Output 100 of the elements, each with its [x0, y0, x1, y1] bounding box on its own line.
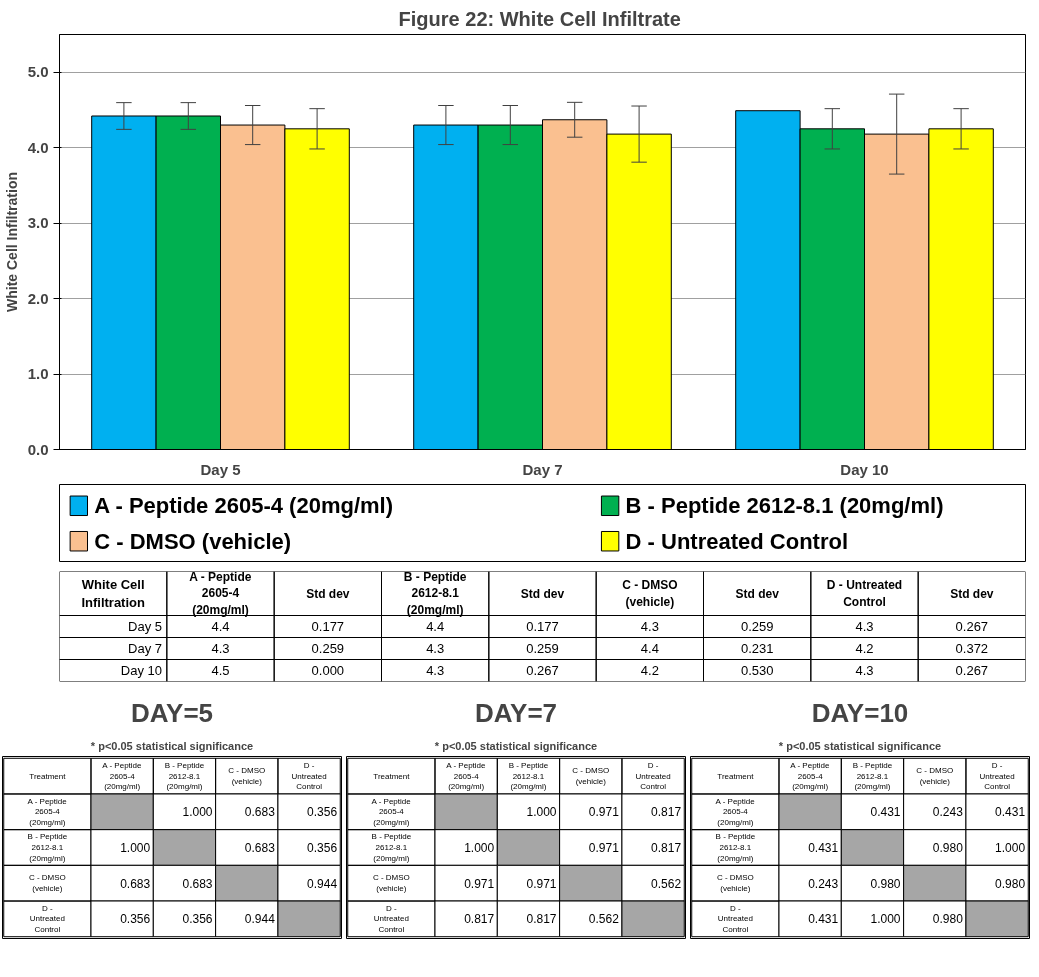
y-tick-label: 0.0: [27, 440, 49, 458]
data-label: 0.683: [244, 841, 276, 855]
chart-subtitle: * p<0.05 statistical significance: [434, 739, 598, 752]
data-label: 1.000: [995, 841, 1026, 855]
data-label: 0.431: [808, 912, 839, 927]
x-tick-label: C - DMSO (vehicle): [572, 766, 610, 787]
x-tick-label: A - Peptide 2605-4 (20mg/ml): [446, 760, 487, 792]
text: White Cell Infiltration: [81, 577, 145, 610]
y-tick-label: C - DMSO (vehicle): [716, 873, 754, 894]
data-label: 0.683: [182, 876, 213, 891]
chart-subtitle: * p<0.05 statistical significance: [90, 739, 254, 752]
x-tick-label: A - Peptide 2605-4 (20mg/ml): [790, 760, 831, 792]
data-label: 0.356: [307, 841, 338, 855]
y-tick-label: 3.0: [27, 214, 49, 232]
x-tick-label: B - Peptide 2612-8.1 (20mg/ml): [508, 760, 549, 792]
data-label: 1.000: [870, 912, 901, 927]
data-label: 0.980: [932, 841, 964, 855]
data-label: 0.356: [307, 805, 338, 820]
data-label: 1.000: [182, 805, 213, 820]
x-tick-label: C - DMSO (vehicle): [228, 766, 266, 787]
y-tick-label: A - Peptide 2605-4 (20mg/ml): [371, 796, 412, 828]
y-tick-label: C - DMSO (vehicle): [28, 873, 66, 894]
data-label: 0.817: [651, 841, 682, 855]
text: Treatment: [717, 771, 755, 781]
legend-label: C - DMSO (vehicle): [94, 528, 292, 554]
data-label: 0.267: [955, 663, 989, 678]
data-label: 0.243: [808, 876, 839, 891]
y-tick-label: 1.0: [27, 365, 49, 383]
data-label: 1.000: [120, 841, 151, 855]
data-label: 0.530: [740, 663, 774, 678]
data-label: 0.267: [526, 663, 559, 678]
y-tick-label: D - Untreated Control: [373, 903, 409, 935]
y-tick-label: 5.0: [27, 63, 49, 81]
y-tick-label: Day 7: [128, 641, 163, 656]
legend-label: A - Peptide 2605-4 (20mg/ml): [94, 493, 393, 519]
data-label: 0.817: [464, 912, 495, 927]
y-tick-label: D - Untreated Control: [717, 903, 753, 935]
y-tick-label: 4.0: [27, 138, 49, 156]
data-label: 0.177: [311, 619, 345, 634]
legend-label: B - Peptide 2612-8.1 (20mg/ml): [625, 493, 944, 519]
x-tick-label: C - DMSO (vehicle): [916, 766, 954, 787]
data-label: 4.3: [426, 663, 445, 678]
x-tick-label: D - Untreated Control: [635, 760, 671, 792]
y-tick-label: A - Peptide 2605-4 (20mg/ml): [715, 796, 756, 828]
y-tick-label: Day 10: [120, 663, 163, 678]
data-label: 4.3: [211, 641, 230, 656]
data-label: 0.431: [995, 805, 1026, 820]
data-label: 0.259: [740, 619, 774, 634]
x-tick-label: Std dev: [520, 586, 565, 601]
data-label: 4.3: [426, 641, 445, 656]
data-label: 0.177: [526, 619, 559, 634]
data-label: 0.971: [588, 841, 620, 855]
data-label: 0.372: [955, 641, 989, 656]
data-label: 4.3: [640, 619, 659, 634]
x-tick-label: Day 5: [200, 460, 241, 478]
chart-title: DAY=5: [130, 697, 214, 728]
data-label: 4.3: [855, 663, 874, 678]
x-tick-label: D - Untreated Control: [826, 578, 903, 609]
y-tick-label: Day 5: [128, 619, 163, 634]
data-label: 0.356: [120, 912, 151, 927]
x-tick-label: B - Peptide 2612-8.1 (20mg/ml): [852, 760, 893, 792]
data-label: 0.817: [526, 912, 557, 927]
data-label: 0.562: [588, 912, 620, 927]
y-tick-label: B - Peptide 2612-8.1 (20mg/ml): [371, 832, 412, 863]
x-tick-label: A - Peptide 2605-4 (20mg/ml): [189, 569, 252, 618]
y-tick-label: A - Peptide 2605-4 (20mg/ml): [27, 796, 68, 828]
data-label: 0.980: [995, 876, 1026, 891]
data-label: 4.5: [211, 663, 230, 678]
data-label: 0.267: [955, 619, 989, 634]
chart-subtitle: * p<0.05 statistical significance: [778, 739, 942, 752]
y-axis-title: White Cell Infiltration: [3, 172, 20, 312]
data-label: 0.562: [651, 876, 682, 891]
data-label: 4.2: [855, 641, 874, 656]
y-tick-label: C - DMSO (vehicle): [372, 873, 410, 894]
data-label: 0.683: [244, 805, 276, 820]
x-tick-label: B - Peptide 2612-8.1 (20mg/ml): [403, 569, 467, 618]
x-tick-label: C - DMSO (vehicle): [622, 578, 678, 609]
data-label: 4.4: [211, 619, 230, 634]
chart-title: Figure 22: White Cell Infiltrate: [398, 7, 681, 30]
data-label: 0.971: [526, 876, 557, 891]
x-tick-label: Std dev: [306, 586, 350, 601]
data-label: 0.431: [870, 805, 901, 820]
x-tick-label: Day 10: [840, 460, 889, 478]
data-label: 0.231: [740, 641, 774, 656]
data-label: 4.4: [426, 619, 445, 634]
x-tick-label: B - Peptide 2612-8.1 (20mg/ml): [164, 760, 205, 792]
data-label: 0.944: [244, 912, 276, 927]
data-label: 0.259: [311, 641, 345, 656]
data-label: 0.971: [588, 805, 620, 820]
data-label: 0.000: [311, 663, 345, 678]
data-label: 0.243: [932, 805, 964, 820]
text: Treatment: [373, 771, 411, 781]
data-label: 0.431: [808, 841, 839, 855]
data-label: 0.683: [120, 876, 151, 891]
data-label: 1.000: [526, 805, 557, 820]
text: Treatment: [29, 771, 67, 781]
data-label: 0.356: [182, 912, 213, 927]
y-tick-label: B - Peptide 2612-8.1 (20mg/ml): [715, 832, 756, 863]
chart-title: DAY=7: [474, 697, 558, 728]
data-label: 0.980: [870, 876, 901, 891]
